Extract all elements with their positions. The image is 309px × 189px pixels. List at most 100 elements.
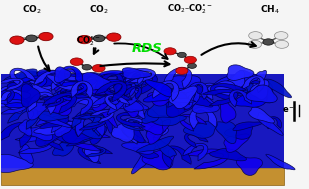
Polygon shape (36, 114, 66, 133)
Polygon shape (121, 119, 148, 130)
Polygon shape (165, 88, 197, 103)
Polygon shape (116, 112, 150, 127)
Polygon shape (78, 145, 112, 163)
Polygon shape (167, 89, 200, 110)
Polygon shape (252, 70, 266, 94)
Polygon shape (91, 94, 125, 115)
Polygon shape (0, 95, 19, 107)
Polygon shape (133, 147, 159, 159)
Circle shape (275, 40, 289, 48)
Polygon shape (250, 80, 269, 100)
Text: e$^-$: e$^-$ (282, 106, 295, 115)
Polygon shape (227, 80, 264, 102)
Polygon shape (100, 109, 117, 128)
Polygon shape (75, 116, 101, 137)
Polygon shape (57, 129, 94, 146)
Polygon shape (179, 114, 207, 131)
Polygon shape (193, 97, 213, 107)
Text: CO$_2^{\bullet-}$: CO$_2^{\bullet-}$ (76, 35, 101, 48)
Polygon shape (6, 97, 23, 113)
Circle shape (26, 35, 37, 42)
Polygon shape (166, 97, 194, 117)
Polygon shape (209, 76, 244, 100)
Polygon shape (75, 114, 105, 137)
Polygon shape (58, 120, 94, 144)
Polygon shape (243, 80, 274, 103)
Polygon shape (124, 86, 142, 99)
Polygon shape (58, 66, 83, 85)
Polygon shape (242, 76, 265, 93)
Polygon shape (184, 121, 217, 138)
Polygon shape (104, 73, 129, 84)
Polygon shape (202, 83, 227, 100)
Polygon shape (97, 70, 126, 83)
Polygon shape (257, 113, 283, 135)
Polygon shape (26, 102, 48, 120)
Polygon shape (79, 77, 100, 90)
Polygon shape (58, 127, 96, 143)
Circle shape (39, 32, 53, 41)
Text: CO$_2$: CO$_2$ (22, 3, 41, 16)
Polygon shape (132, 107, 145, 119)
Polygon shape (60, 81, 84, 97)
Text: RDS: RDS (131, 42, 162, 55)
Polygon shape (0, 99, 28, 114)
Polygon shape (105, 91, 123, 105)
Polygon shape (83, 75, 111, 95)
Polygon shape (34, 70, 62, 91)
Polygon shape (19, 144, 33, 163)
Polygon shape (208, 81, 238, 97)
Polygon shape (34, 121, 75, 135)
Polygon shape (210, 149, 246, 161)
Polygon shape (37, 70, 65, 86)
Polygon shape (111, 129, 146, 143)
Polygon shape (26, 70, 65, 87)
Circle shape (92, 64, 105, 72)
Polygon shape (8, 108, 39, 129)
Polygon shape (233, 122, 262, 131)
Polygon shape (175, 86, 196, 109)
Polygon shape (66, 87, 91, 98)
Polygon shape (169, 86, 197, 109)
Polygon shape (115, 81, 136, 97)
Polygon shape (0, 122, 32, 147)
Polygon shape (153, 137, 176, 157)
Polygon shape (49, 73, 91, 83)
Polygon shape (126, 118, 148, 129)
Circle shape (177, 52, 186, 57)
Bar (1, 168, 284, 185)
Polygon shape (15, 76, 47, 92)
Polygon shape (220, 100, 236, 123)
Polygon shape (4, 69, 38, 82)
Polygon shape (33, 128, 63, 144)
Polygon shape (72, 109, 100, 131)
Polygon shape (226, 70, 245, 88)
Polygon shape (95, 73, 123, 94)
Polygon shape (55, 120, 71, 137)
Polygon shape (192, 97, 219, 113)
Polygon shape (246, 85, 277, 103)
Polygon shape (47, 75, 81, 90)
Circle shape (82, 64, 91, 70)
Polygon shape (28, 92, 56, 114)
Text: CO$_2$: CO$_2$ (89, 3, 109, 16)
Polygon shape (122, 142, 155, 154)
Polygon shape (90, 110, 114, 122)
Polygon shape (153, 81, 179, 101)
Polygon shape (142, 109, 159, 123)
Polygon shape (105, 95, 130, 110)
Polygon shape (116, 70, 142, 90)
Polygon shape (42, 93, 77, 114)
Polygon shape (229, 77, 248, 94)
Circle shape (263, 39, 274, 45)
Polygon shape (124, 100, 141, 118)
Polygon shape (266, 117, 281, 129)
Polygon shape (83, 146, 106, 156)
Polygon shape (96, 96, 122, 104)
Polygon shape (10, 68, 36, 86)
Circle shape (77, 35, 91, 44)
Polygon shape (58, 90, 82, 101)
Polygon shape (122, 68, 151, 79)
Polygon shape (49, 94, 72, 116)
Polygon shape (50, 90, 72, 103)
